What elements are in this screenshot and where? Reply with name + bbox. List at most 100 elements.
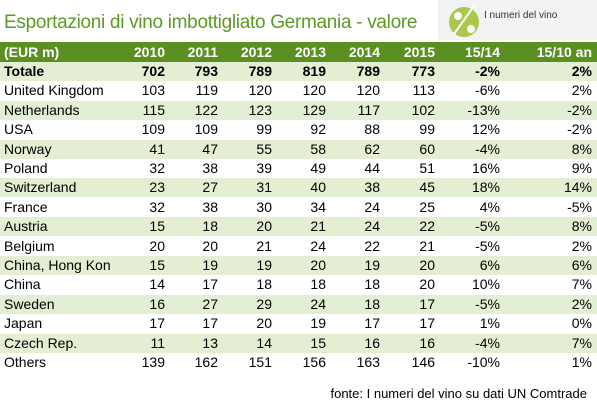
cell: 7% — [571, 334, 592, 351]
cell: 789 — [356, 63, 380, 79]
cell: 23 — [149, 179, 165, 196]
cell: 18 — [256, 276, 272, 293]
row-label: Totale — [4, 63, 45, 79]
cell: 34 — [310, 198, 326, 215]
row-label: China, Hong Kon — [4, 257, 111, 273]
cell: 8% — [571, 218, 592, 235]
title: Esportazioni di vino imbottigliato Germa… — [4, 12, 418, 33]
cell: 62 — [364, 140, 380, 157]
cell: 102 — [411, 101, 435, 118]
cell: 32 — [149, 160, 165, 176]
table-row: Belgium 20 20 21 24 22 21 -5% 2% — [0, 237, 597, 256]
cell: 29 — [256, 295, 272, 312]
cell: 2% — [571, 237, 592, 254]
cell: 60 — [419, 140, 435, 157]
row-label: Norway — [4, 140, 52, 157]
cell: -2% — [567, 101, 592, 118]
cell: 19 — [202, 257, 218, 273]
cell: 146 — [411, 354, 435, 370]
cell: 32 — [149, 198, 165, 215]
table-row: Czech Rep. 11 13 14 15 16 16 -4% 7% — [0, 333, 597, 353]
row-label: Belgium — [4, 237, 55, 254]
row-label: Others — [4, 354, 47, 370]
cell: 16 — [419, 334, 435, 351]
cell: 4% — [479, 198, 500, 215]
cell: 99 — [256, 121, 272, 138]
cell: 17 — [149, 315, 165, 332]
cell: 18% — [471, 179, 500, 196]
table-row: France 32 38 30 34 24 25 4% -5% — [0, 198, 597, 217]
row-label: Sweden — [4, 295, 55, 312]
cell: 2010 — [133, 44, 165, 60]
cell: 20 — [149, 237, 165, 254]
cell: 6% — [479, 257, 500, 273]
cell: 120 — [356, 82, 380, 99]
cell: 47 — [202, 140, 218, 157]
cell: -13% — [467, 101, 500, 118]
logo — [438, 0, 597, 40]
row-label: Japan — [4, 315, 43, 332]
cell: 123 — [248, 101, 272, 118]
cell: 8% — [571, 140, 592, 157]
cell: 18 — [202, 218, 218, 235]
cell: 88 — [364, 121, 380, 138]
cell: 0% — [571, 315, 592, 332]
cell: 139 — [141, 354, 165, 370]
table-row: China 14 17 18 18 18 20 10% 7% — [0, 275, 597, 294]
row-label: Poland — [4, 160, 48, 176]
cell: 120 — [248, 82, 272, 99]
cell: 20 — [419, 257, 435, 273]
row-label: China — [4, 276, 41, 293]
cell: 2% — [571, 82, 592, 99]
cell: 6% — [571, 257, 592, 273]
logo-text: I numeri del vino — [484, 10, 558, 21]
cell: 14 — [149, 276, 165, 293]
cell: 45 — [419, 179, 435, 196]
cell: 151 — [248, 354, 272, 370]
cell: 2012 — [240, 44, 272, 60]
cell: 17 — [419, 315, 435, 332]
cell: 129 — [302, 101, 326, 118]
cell: 38 — [202, 160, 218, 176]
cell: 21 — [256, 237, 272, 254]
cell: -5% — [567, 198, 592, 215]
cell: -4% — [475, 140, 500, 157]
cell: 24 — [364, 198, 380, 215]
cell: 24 — [364, 218, 380, 235]
cell: 51 — [419, 160, 435, 176]
cell: 30 — [256, 198, 272, 215]
row-label: Austria — [4, 218, 48, 235]
cell: 156 — [302, 354, 326, 370]
cell: 2015 — [403, 44, 435, 60]
cell: 17 — [364, 315, 380, 332]
cell: -2% — [475, 63, 500, 79]
table-row: United Kingdom 103 119 120 120 120 113 -6% 2% — [0, 81, 597, 100]
cell: 1% — [571, 354, 592, 370]
row-label: Switzerland — [4, 179, 77, 196]
cell: 92 — [310, 121, 326, 138]
cell: 10% — [471, 276, 500, 293]
cell: 12% — [471, 121, 500, 138]
cell: 21 — [310, 218, 326, 235]
row-label: Czech Rep. — [4, 334, 78, 351]
cell: 18 — [364, 276, 380, 293]
cell: 120 — [302, 82, 326, 99]
cell: 15 — [149, 218, 165, 235]
source: fonte: I numeri del vino su dati UN Comt… — [330, 386, 587, 401]
cell: 27 — [202, 295, 218, 312]
cell: -5% — [475, 295, 500, 312]
cell: -5% — [475, 218, 500, 235]
cell: 819 — [302, 63, 326, 79]
cell: 27 — [202, 179, 218, 196]
cell: 16 — [364, 334, 380, 351]
cell: -5% — [475, 237, 500, 254]
cell: 19 — [310, 315, 326, 332]
cell: 13 — [202, 334, 218, 351]
cell: 58 — [310, 140, 326, 157]
cell: 109 — [141, 121, 165, 138]
cell: 162 — [194, 354, 218, 370]
cell: 49 — [310, 160, 326, 176]
cell: 15 — [149, 257, 165, 273]
cell: 14 — [256, 334, 272, 351]
